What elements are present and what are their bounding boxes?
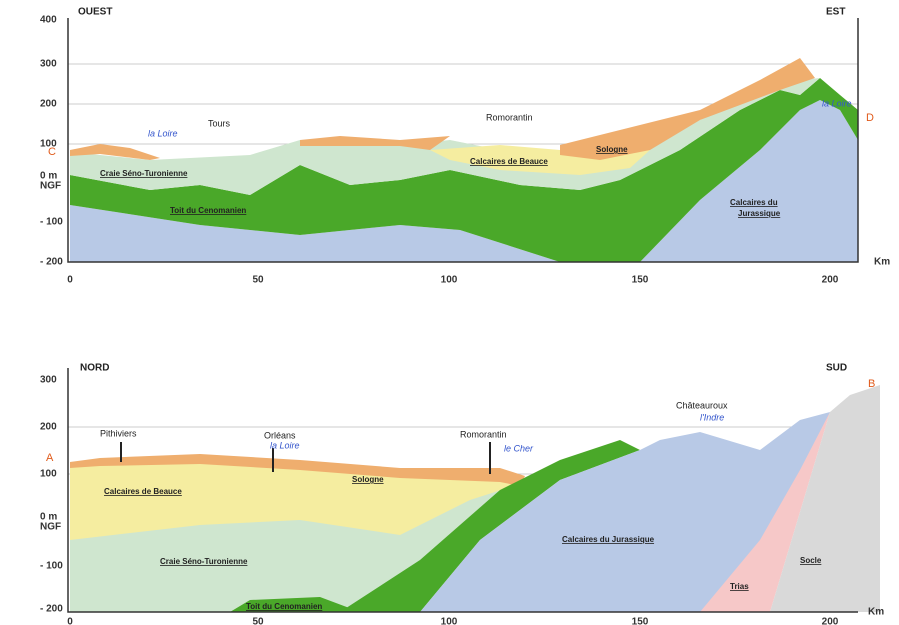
layer-label: Sologne [596, 145, 628, 154]
y-tick-label: 300 [40, 59, 57, 70]
section-2: 300 200 100 0 m NGF - 100 - 200 0 50 100… [40, 363, 884, 625]
x-unit: Km [874, 257, 890, 268]
place-label: Châteauroux [676, 400, 728, 410]
layer-label: Calcaires du Jurassique [562, 535, 655, 544]
y-tick-label: - 100 [40, 561, 63, 572]
layer-label: Trias [730, 582, 749, 591]
y-tick-label: NGF [40, 522, 61, 533]
x-tick-label: 200 [822, 275, 839, 286]
direction-right: EST [826, 7, 845, 18]
y-tick-label: NGF [40, 181, 61, 192]
x-tick-label: 100 [441, 617, 458, 625]
x-tick-label: 150 [632, 617, 649, 625]
river-label: la Loire [270, 440, 300, 450]
point-label: D [866, 112, 874, 124]
layer-label: Toit du Cenomanien [170, 206, 246, 215]
layer-label: Jurassique [738, 209, 781, 218]
layer-label: Toit du Cenomanien [246, 602, 322, 611]
place-label: Orléans [264, 430, 296, 440]
direction-right: SUD [826, 363, 847, 374]
x-tick-label: 50 [252, 617, 264, 625]
place-label: Romorantin [486, 112, 533, 122]
layer-label: Sologne [352, 475, 384, 484]
x-tick-label: 200 [822, 617, 839, 625]
y-tick-label: 200 [40, 99, 57, 110]
river-label: la Loire [148, 128, 178, 138]
layer-label: Calcaires du [730, 198, 778, 207]
x-tick-label: 0 [67, 275, 73, 286]
direction-left: OUEST [78, 7, 112, 18]
place-label: Tours [208, 118, 231, 128]
place-label: Pithiviers [100, 428, 137, 438]
direction-left: NORD [80, 363, 109, 374]
x-tick-label: 150 [632, 275, 649, 286]
river-label: la Loire [822, 98, 852, 108]
layer-label: Calcaires de Beauce [470, 157, 548, 166]
x-tick-label: 0 [67, 617, 73, 625]
layer-label: Calcaires de Beauce [104, 487, 182, 496]
point-label: B [868, 378, 875, 390]
y-tick-label: - 200 [40, 604, 63, 615]
point-label: A [46, 452, 54, 464]
layer-label: Socle [800, 556, 822, 565]
river-label: le Cher [504, 443, 534, 453]
x-unit: Km [868, 607, 884, 618]
place-label: Romorantin [460, 429, 507, 439]
layer-label: Craie Séno-Turonienne [160, 557, 248, 566]
y-tick-label: - 200 [40, 257, 63, 268]
point-label: C [48, 146, 56, 158]
section-1: 400 300 200 100 0 m NGF - 100 - 200 0 50… [40, 7, 890, 286]
x-tick-label: 100 [441, 275, 458, 286]
y-tick-label: 100 [40, 469, 57, 480]
y-tick-label: 300 [40, 375, 57, 386]
layer-label: Craie Séno-Turonienne [100, 169, 188, 178]
geology-sections: 400 300 200 100 0 m NGF - 100 - 200 0 50… [0, 0, 899, 625]
x-tick-label: 50 [252, 275, 264, 286]
river-label: l'Indre [700, 412, 724, 422]
y-tick-label: - 100 [40, 217, 63, 228]
y-tick-label: 400 [40, 15, 57, 26]
y-tick-label: 200 [40, 422, 57, 433]
